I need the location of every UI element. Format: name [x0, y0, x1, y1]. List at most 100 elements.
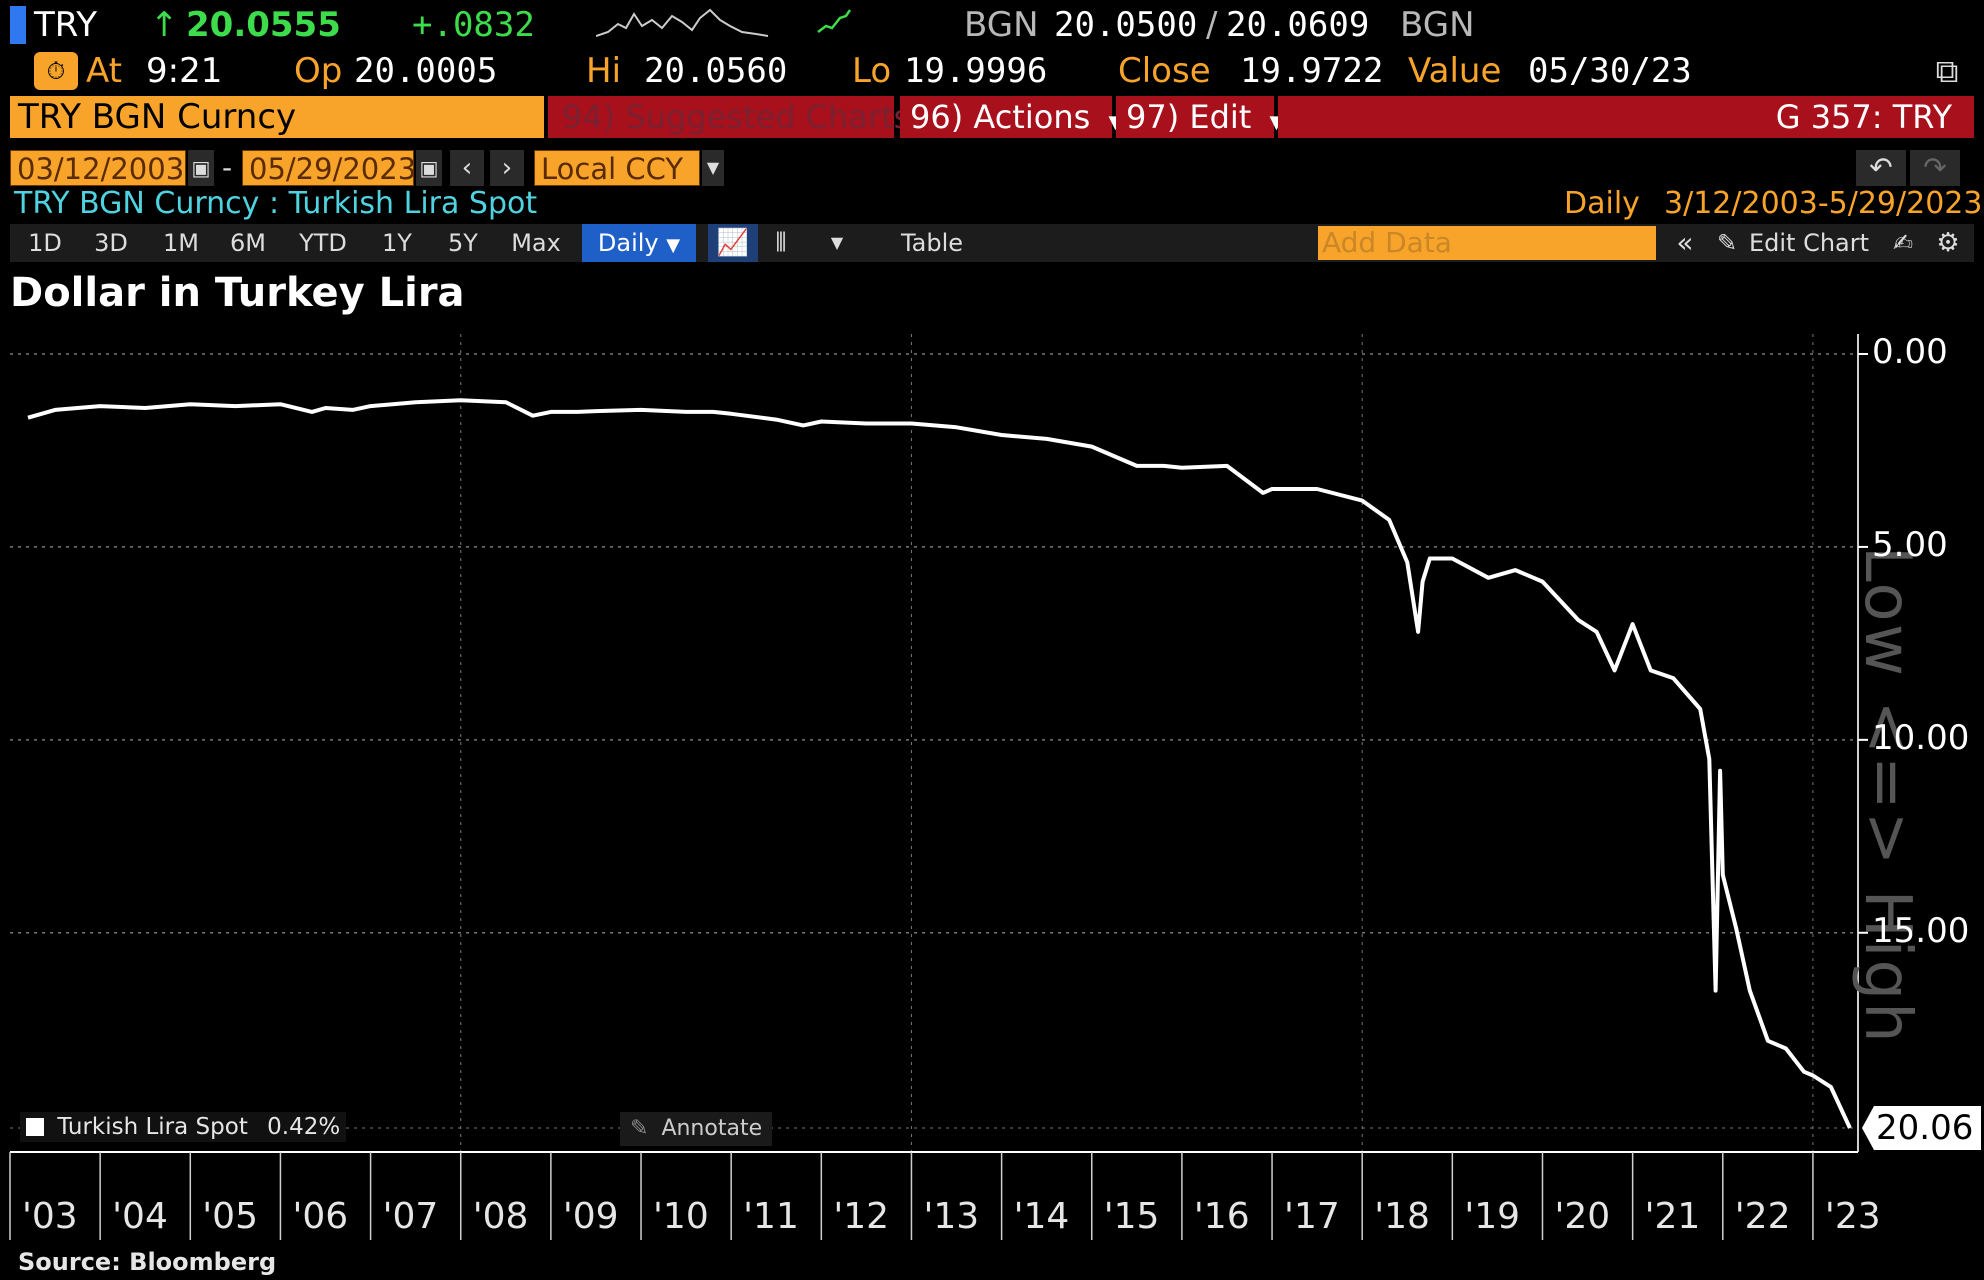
price-change: +.0832: [412, 5, 535, 45]
y-tick-label: 15.00: [1872, 910, 1970, 951]
open-value: 20.0005: [354, 51, 498, 91]
intraday-mini-chart: [817, 9, 852, 33]
actions-menu-button[interactable]: 96) Actions ▼: [900, 96, 1122, 138]
period-selector-label: Daily: [597, 229, 659, 257]
range-3d-button[interactable]: 3D: [94, 229, 128, 257]
x-tick-label: '20: [1554, 1196, 1611, 1237]
legend[interactable]: Turkish Lira Spot 0.42%: [20, 1112, 347, 1142]
edit-menu-button[interactable]: 97) Edit ▼: [1116, 96, 1283, 138]
at-label: At: [86, 51, 122, 91]
x-tick-label: '19: [1464, 1196, 1521, 1237]
range-6m-button[interactable]: 6M: [230, 229, 266, 257]
pencil-icon: ✎: [1716, 229, 1738, 257]
y-tick-label: 5.00: [1872, 524, 1948, 565]
range-ytd-button[interactable]: YTD: [299, 229, 347, 257]
calendar-icon[interactable]: ▣: [416, 150, 442, 186]
date-range-dash: -: [222, 151, 233, 184]
chart-title: Dollar in Turkey Lira: [10, 270, 465, 316]
start-date-input[interactable]: 03/12/2003: [10, 150, 186, 186]
value-date-label: Value: [1408, 51, 1502, 91]
at-time: 9:21: [146, 51, 223, 91]
x-tick-label: '12: [833, 1196, 890, 1237]
bar-chart-icon[interactable]: ⫴: [775, 228, 787, 258]
x-tick-label: '09: [562, 1196, 619, 1237]
value-date: 05/30/23: [1528, 51, 1692, 91]
open-label: Op: [294, 51, 343, 91]
ticker-color-marker: [10, 6, 26, 44]
up-arrow-icon: ↑: [150, 5, 179, 45]
annotate-label: Annotate: [661, 1116, 763, 1141]
range-max-button[interactable]: Max: [511, 229, 561, 257]
currency-dropdown-icon[interactable]: ▼: [702, 150, 724, 186]
bid-source: BGN: [964, 5, 1039, 45]
settings-gear-icon[interactable]: ⚙: [1936, 228, 1960, 258]
low-high-watermark: Low <=> High: [1850, 546, 1924, 1045]
ask-price: 20.0609: [1226, 5, 1370, 45]
next-period-button[interactable]: ›: [490, 150, 524, 186]
chart-source: Source: Bloomberg: [18, 1248, 277, 1276]
chart-type-dropdown-icon[interactable]: ▼: [830, 233, 844, 252]
line-chart-icon[interactable]: 📈: [708, 224, 758, 262]
range-1m-button[interactable]: 1M: [163, 229, 199, 257]
edit-menu-label: 97) Edit: [1126, 98, 1252, 136]
ask-source: BGN: [1400, 5, 1475, 45]
x-tick-label: '06: [292, 1196, 349, 1237]
suggested-charts-button[interactable]: 94) Suggested Charts: [548, 96, 910, 138]
security-description: TRY BGN Curncy : Turkish Lira Spot: [14, 186, 538, 221]
actions-menu-label: 96) Actions: [910, 98, 1091, 136]
currency-select[interactable]: Local CCY: [534, 150, 700, 186]
end-date-input[interactable]: 05/29/2023: [242, 150, 416, 186]
undo-icon[interactable]: ↶: [1856, 150, 1906, 186]
popout-window-icon[interactable]: ⧉: [1935, 52, 1959, 90]
y-axis-ticks: [1858, 353, 1868, 934]
range-1d-button[interactable]: 1D: [28, 229, 62, 257]
close-value: 19.9722: [1240, 51, 1384, 91]
bid-price: 20.0500: [1054, 5, 1198, 45]
frequency-label: Daily: [1564, 186, 1640, 221]
x-tick-label: '07: [382, 1196, 439, 1237]
legend-swatch: [26, 1118, 44, 1136]
range-1y-button[interactable]: 1Y: [382, 229, 412, 257]
series-line-turkish-lira-spot: [27, 398, 1852, 1129]
x-tick-label: '17: [1284, 1196, 1340, 1237]
annotate-pencil-icon: ✎: [630, 1116, 649, 1141]
x-tick-label: '15: [1103, 1196, 1160, 1237]
last-value-label: 20.06: [1876, 1108, 1974, 1148]
ticker-symbol: TRY: [34, 5, 97, 45]
last-price: 20.0555: [186, 5, 341, 45]
x-tick-label: '03: [22, 1196, 78, 1237]
high-value: 20.0560: [644, 51, 788, 91]
y-tick-label: 0.00: [1872, 332, 1948, 372]
previous-period-button[interactable]: ‹: [450, 150, 484, 186]
legend-label: Turkish Lira Spot: [57, 1114, 248, 1140]
collapse-panel-icon[interactable]: «: [1676, 226, 1694, 259]
x-tick-label: '05: [202, 1196, 258, 1237]
period-selector[interactable]: Daily ▼: [582, 224, 696, 262]
y-tick-label: 10.00: [1872, 717, 1970, 758]
edit-chart-button[interactable]: Edit Chart: [1748, 229, 1870, 257]
x-tick-label: '14: [1013, 1196, 1070, 1237]
add-data-input[interactable]: Add Data: [1318, 226, 1656, 260]
x-tick-label: '11: [743, 1196, 799, 1237]
time-clock-icon: ⏱: [34, 52, 78, 90]
x-tick-label: '16: [1193, 1196, 1250, 1237]
dropdown-caret-icon: ▼: [666, 235, 681, 256]
table-button[interactable]: Table: [900, 229, 964, 257]
low-label: Lo: [852, 51, 892, 91]
function-code: G 357: TRY: [1775, 98, 1952, 136]
annotate-button[interactable]: ✎ Annotate: [620, 1112, 773, 1146]
security-field[interactable]: TRY BGN Curncy: [10, 96, 544, 138]
calendar-icon[interactable]: ▣: [188, 150, 214, 186]
x-axis-ticks: [9, 1152, 1814, 1240]
x-tick-label: '23: [1824, 1196, 1881, 1237]
function-code-bar: G 357: TRY: [1278, 96, 1974, 138]
x-tick-label: '04: [112, 1196, 168, 1237]
x-tick-label: '18: [1374, 1196, 1430, 1237]
redo-icon[interactable]: ↷: [1910, 150, 1960, 186]
high-label: Hi: [586, 51, 622, 91]
x-tick-label: '10: [653, 1196, 709, 1237]
suggested-charts-label: 94) Suggested Charts: [562, 98, 911, 136]
annotate-toggle-icon[interactable]: ✍: [1892, 229, 1914, 257]
range-5y-button[interactable]: 5Y: [448, 229, 478, 257]
